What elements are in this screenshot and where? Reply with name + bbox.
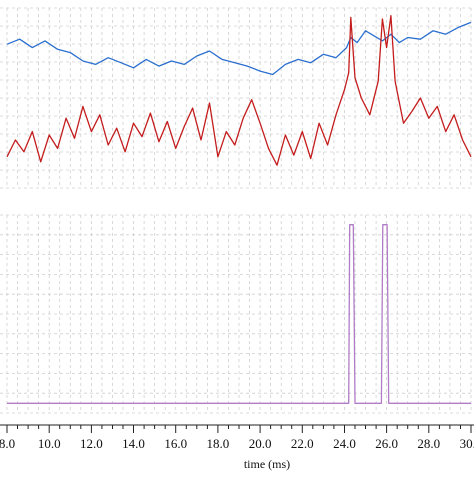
x-tick-label: 28.0: [417, 436, 440, 451]
x-tick-label: 22.0: [291, 436, 314, 451]
x-axis-label: time (ms): [244, 457, 290, 471]
x-tick-label: 24.0: [333, 436, 356, 451]
x-axis: 8.0 10.0 12.0 14.0 16.0 18.0 20.0 22.0 24.0 26.0 2…: [0, 424, 474, 451]
grid: [0, 7, 474, 414]
x-tick-label: 30.0: [460, 436, 474, 451]
x-tick-label: 14.0: [122, 436, 145, 451]
series-layer: [6, 15, 472, 404]
series-line-0-1: [6, 15, 472, 166]
x-tick-label: 18.0: [207, 436, 230, 451]
x-tick-label: 8.0: [0, 436, 15, 451]
x-tick-label: 20.0: [249, 436, 272, 451]
series-line-0-0: [6, 21, 472, 76]
x-tick-label: 12.0: [80, 436, 103, 451]
x-tick-label: 16.0: [164, 436, 187, 451]
series-line-1-0: [7, 224, 471, 404]
x-tick-label: 10.0: [38, 436, 61, 451]
x-tick-label: 26.0: [375, 436, 398, 451]
